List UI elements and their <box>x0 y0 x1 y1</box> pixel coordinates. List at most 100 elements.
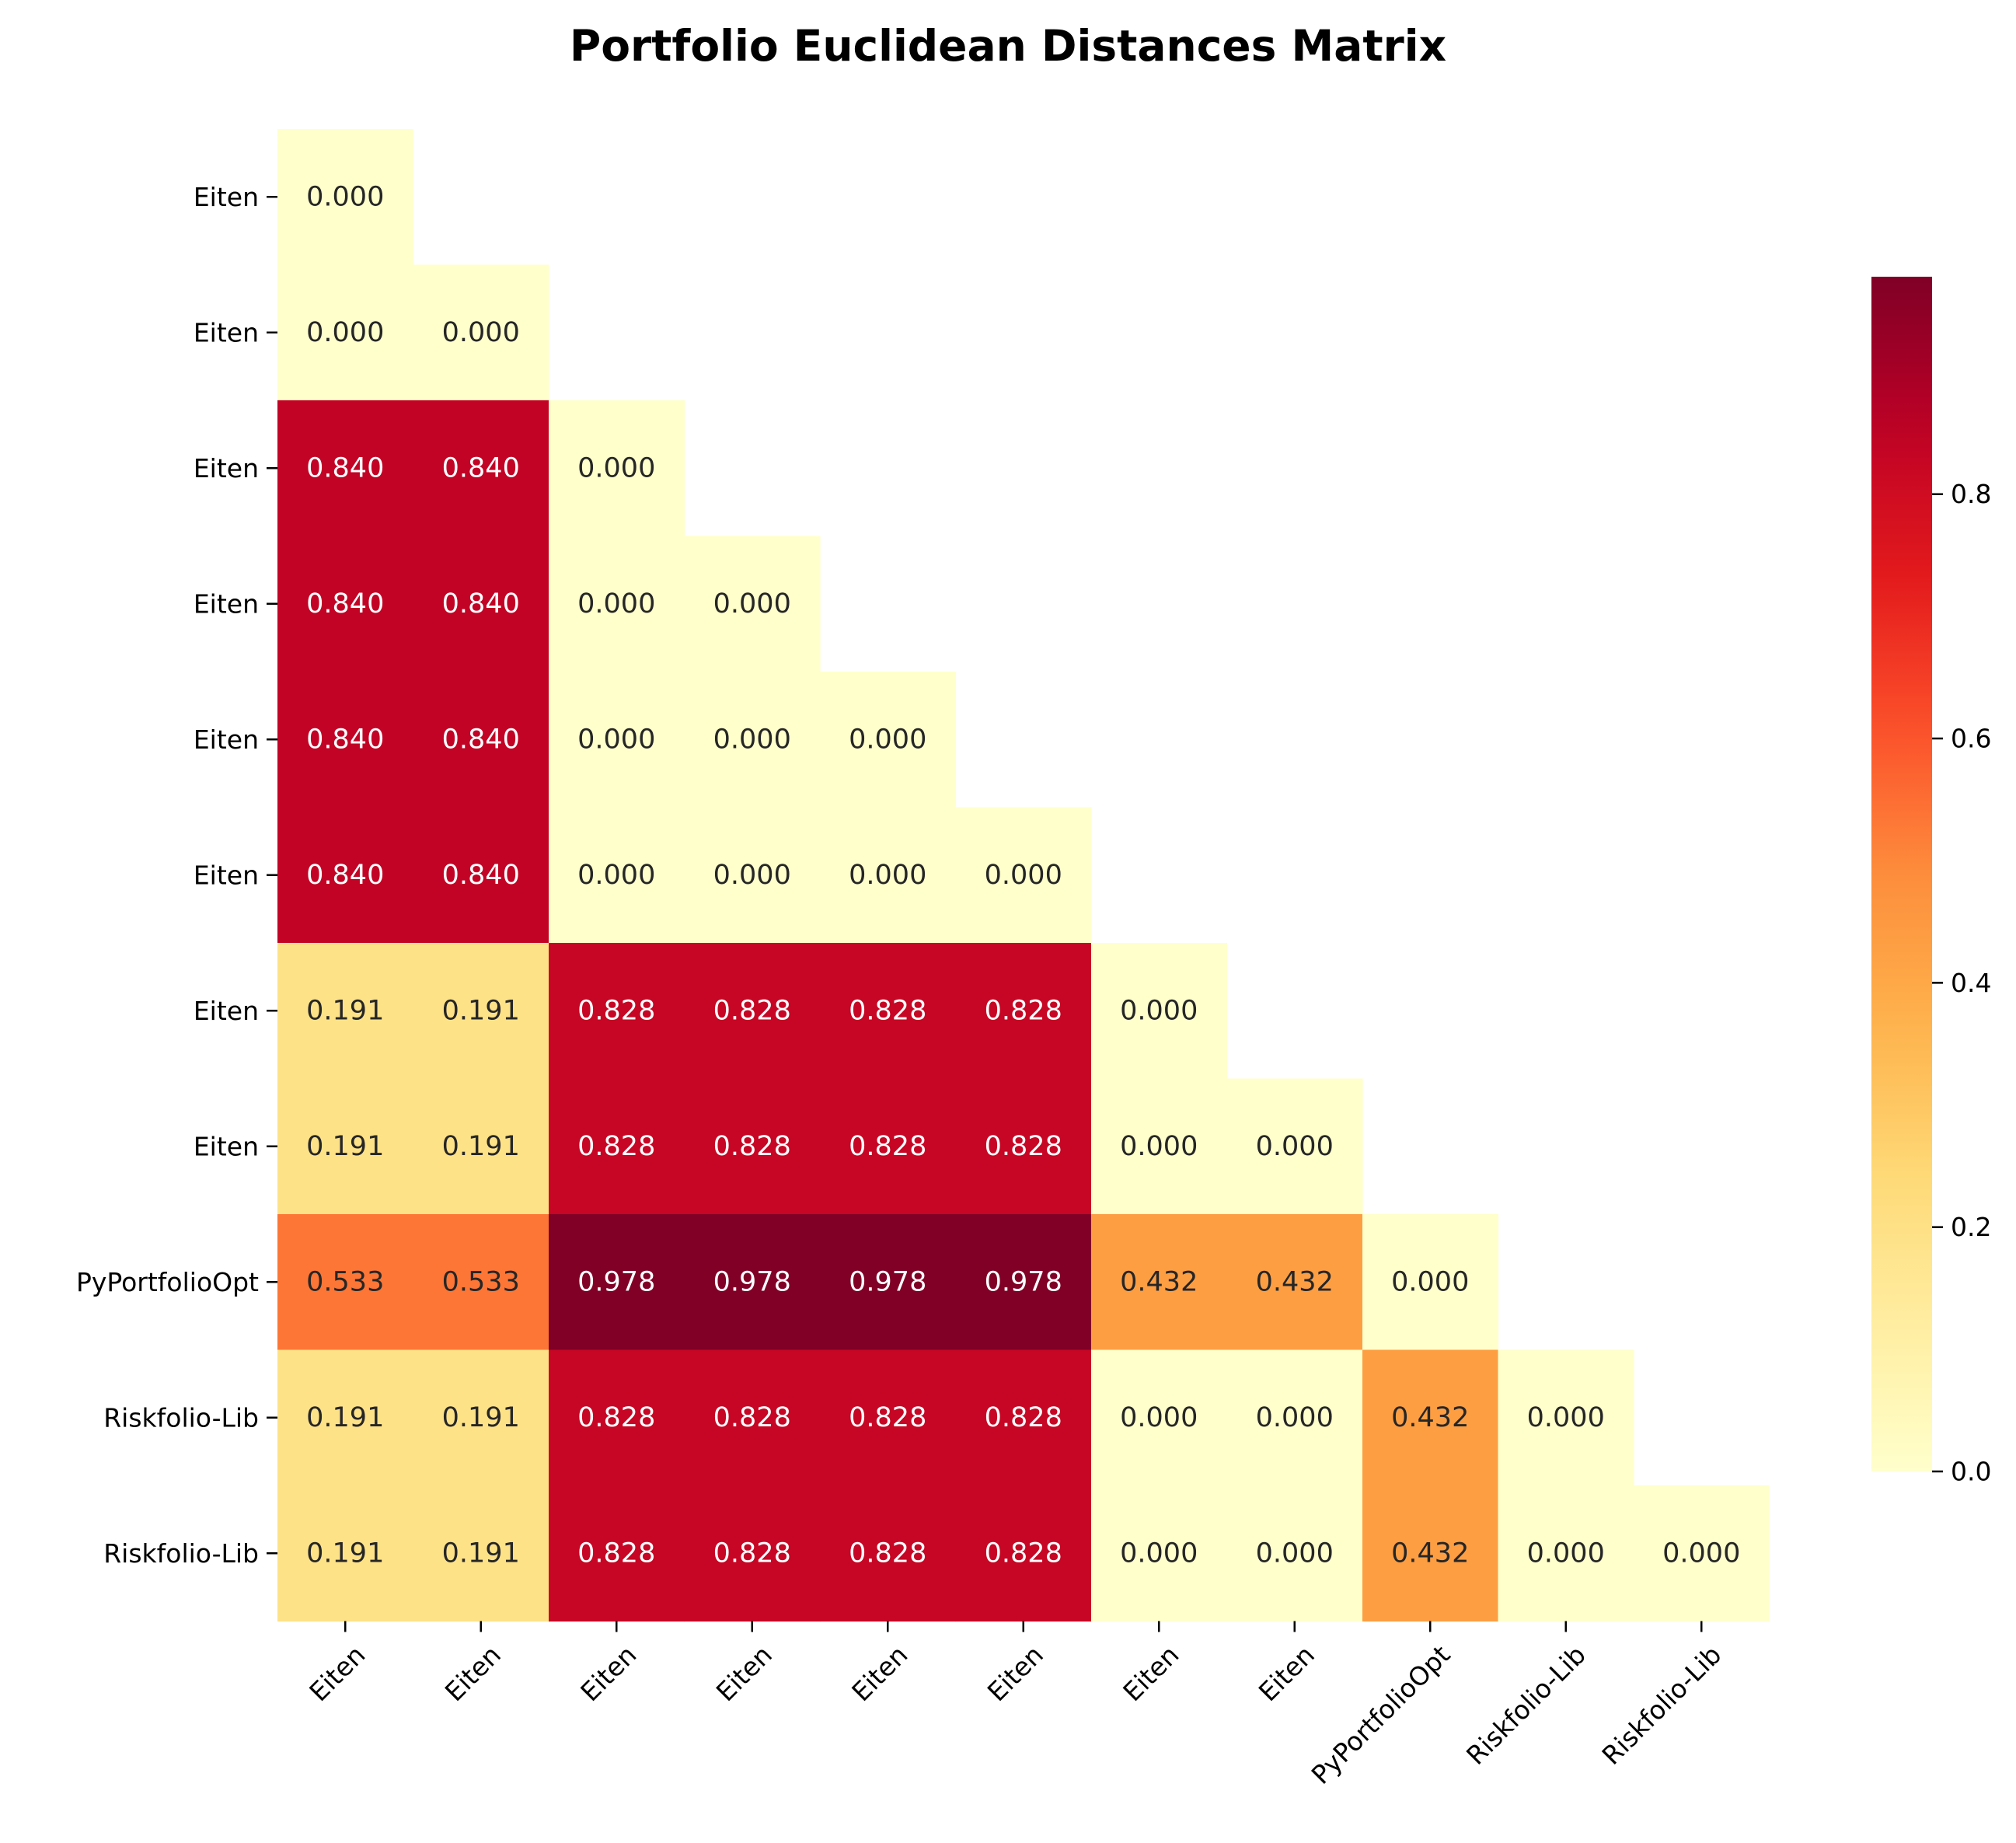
cell-value-label-6-2: 0.828 <box>577 995 655 1026</box>
colorbar-gradient <box>1871 277 1932 1471</box>
heatmap-cell-8-0 <box>277 1214 414 1351</box>
cell-value-label-8-8: 0.000 <box>1391 1266 1469 1297</box>
heatmap-cell-10-5 <box>955 1485 1092 1622</box>
cell-value-label-9-2: 0.828 <box>577 1402 655 1433</box>
heatmap-cell-9-4 <box>820 1349 957 1486</box>
y-tick-label-0: Eiten <box>194 182 259 212</box>
cell-value-label-9-0: 0.191 <box>306 1402 384 1433</box>
cell-value-label-4-1: 0.840 <box>442 724 520 755</box>
cell-value-label-3-0: 0.840 <box>306 588 384 620</box>
y-tick-label-2: Eiten <box>194 453 259 483</box>
heatmap-cell-8-3 <box>684 1214 821 1351</box>
cell-value-label-7-5: 0.828 <box>985 1131 1062 1162</box>
chart-title: Portfolio Euclidean Distances Matrix <box>570 21 1446 71</box>
y-tick-label-5: Eiten <box>194 860 259 890</box>
heatmap-cell-6-4 <box>820 943 957 1080</box>
heatmap-cell-4-3 <box>684 672 821 808</box>
heatmap-cell-7-7 <box>1226 1078 1363 1215</box>
cell-value-label-10-8: 0.432 <box>1391 1538 1469 1569</box>
cell-value-label-9-9: 0.000 <box>1527 1402 1605 1433</box>
y-tick-label-1: Eiten <box>194 317 259 347</box>
cell-value-label-5-5: 0.000 <box>985 860 1062 891</box>
cell-value-label-9-6: 0.000 <box>1120 1402 1198 1433</box>
cell-value-label-8-6: 0.432 <box>1120 1266 1198 1297</box>
heatmap-cell-5-0 <box>277 807 414 944</box>
cell-value-label-10-5: 0.828 <box>985 1538 1062 1569</box>
heatmap-cell-8-5 <box>955 1214 1092 1351</box>
heatmap-cell-5-3 <box>684 807 821 944</box>
heatmap-cell-9-1 <box>413 1349 549 1486</box>
heatmap-cell-9-5 <box>955 1349 1092 1486</box>
heatmap-cell-3-0 <box>277 536 414 672</box>
heatmap-cell-10-9 <box>1498 1485 1634 1622</box>
heatmap-cell-10-4 <box>820 1485 957 1622</box>
y-tick-label-7: Eiten <box>194 1131 259 1161</box>
y-tick-label-6: Eiten <box>194 996 259 1026</box>
heatmap-cell-2-1 <box>413 400 549 537</box>
colorbar-tick-label-2: 0.4 <box>1951 968 1991 998</box>
cell-value-label-8-1: 0.533 <box>442 1266 520 1297</box>
heatmap-cell-6-6 <box>1091 943 1228 1080</box>
colorbar-tick-label-0: 0.0 <box>1951 1457 1991 1487</box>
cell-value-label-5-3: 0.000 <box>713 860 791 891</box>
cell-value-label-5-2: 0.000 <box>577 860 655 891</box>
heatmap-cell-10-10 <box>1634 1485 1770 1622</box>
x-tick-label-10: Riskfolio-Lib <box>1596 1639 1728 1771</box>
heatmap-cell-7-5 <box>955 1078 1092 1215</box>
cell-value-label-8-7: 0.432 <box>1256 1266 1334 1297</box>
heatmap-cell-10-3 <box>684 1485 821 1622</box>
heatmap-cell-10-6 <box>1091 1485 1228 1622</box>
cell-value-label-0-0: 0.000 <box>306 181 384 212</box>
heatmap-cell-10-7 <box>1226 1485 1363 1622</box>
heatmap-cell-4-0 <box>277 672 414 808</box>
x-tick-label-1: Eiten <box>439 1639 507 1707</box>
heatmap-cells <box>277 129 1770 1622</box>
cell-value-label-4-2: 0.000 <box>577 724 655 755</box>
colorbar-tick-label-3: 0.6 <box>1951 724 1991 754</box>
cell-value-label-10-10: 0.000 <box>1662 1538 1740 1569</box>
colorbar-tick-label-4: 0.8 <box>1951 479 1991 509</box>
x-tick-label-3: Eiten <box>710 1639 778 1707</box>
heatmap-cell-4-2 <box>549 672 685 808</box>
cell-value-label-3-3: 0.000 <box>713 588 791 620</box>
heatmap-cell-5-1 <box>413 807 549 944</box>
cell-value-label-9-4: 0.828 <box>849 1402 926 1433</box>
heatmap-cell-8-2 <box>549 1214 685 1351</box>
y-tick-label-8: PyPortfolioOpt <box>76 1267 259 1297</box>
y-tick-label-9: Riskfolio-Lib <box>103 1402 259 1433</box>
cell-value-label-7-7: 0.000 <box>1256 1131 1334 1162</box>
cell-value-label-10-9: 0.000 <box>1527 1538 1605 1569</box>
cell-value-label-9-1: 0.191 <box>442 1402 520 1433</box>
heatmap-cell-10-1 <box>413 1485 549 1622</box>
cell-value-label-10-0: 0.191 <box>306 1538 384 1569</box>
heatmap-cell-0-0 <box>277 129 414 266</box>
cell-value-label-8-2: 0.978 <box>577 1266 655 1297</box>
heatmap-cell-8-1 <box>413 1214 549 1351</box>
heatmap-cell-8-6 <box>1091 1214 1228 1351</box>
cell-value-label-3-2: 0.000 <box>577 588 655 620</box>
heatmap-cell-7-6 <box>1091 1078 1228 1215</box>
heatmap-cell-8-8 <box>1362 1214 1499 1351</box>
heatmap-cell-8-7 <box>1226 1214 1363 1351</box>
x-tick-label-2: Eiten <box>574 1639 642 1707</box>
cell-value-label-4-4: 0.000 <box>849 724 926 755</box>
heatmap-cell-4-1 <box>413 672 549 808</box>
x-tick-label-7: Eiten <box>1253 1639 1320 1707</box>
heatmap-cell-5-2 <box>549 807 685 944</box>
x-tick-label-9: Riskfolio-Lib <box>1460 1639 1592 1771</box>
cell-value-label-7-4: 0.828 <box>849 1131 926 1162</box>
x-tick-label-6: Eiten <box>1117 1639 1184 1707</box>
heatmap-cell-10-2 <box>549 1485 685 1622</box>
cell-value-label-6-1: 0.191 <box>442 995 520 1026</box>
cell-value-label-6-0: 0.191 <box>306 995 384 1026</box>
x-axis: Eiten Eiten Eiten Eiten Eiten Eiten Eiten Eiten… <box>303 1621 1727 1790</box>
cell-value-label-4-3: 0.000 <box>713 724 791 755</box>
cell-value-label-7-0: 0.191 <box>306 1131 384 1162</box>
cell-value-label-9-3: 0.828 <box>713 1402 791 1433</box>
cell-value-label-10-6: 0.000 <box>1120 1538 1198 1569</box>
heatmap-cell-6-3 <box>684 943 821 1080</box>
heatmap-cell-6-2 <box>549 943 685 1080</box>
heatmap-cell-5-4 <box>820 807 957 944</box>
heatmap-cell-2-0 <box>277 400 414 537</box>
